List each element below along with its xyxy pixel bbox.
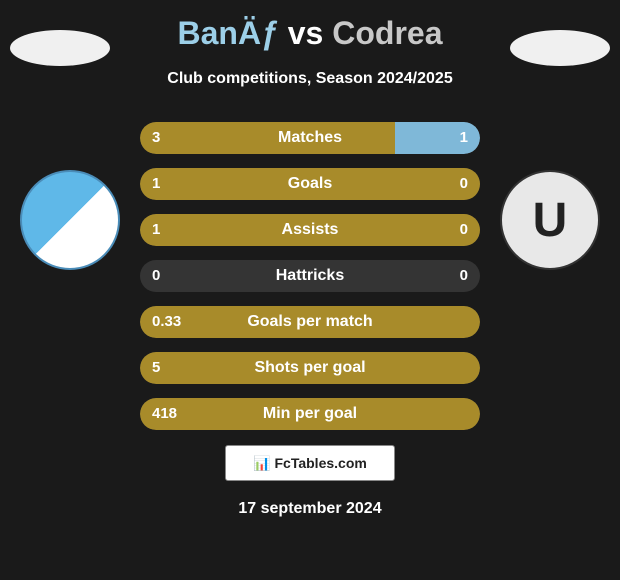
stat-row: 418Min per goal [140, 398, 480, 430]
vs-separator: vs [288, 15, 324, 51]
stat-row: 31Matches [140, 122, 480, 154]
stat-label: Goals [140, 168, 480, 200]
stat-row: 00Hattricks [140, 260, 480, 292]
site-logo: 📊 FcTables.com [225, 445, 395, 481]
player2-name: Codrea [332, 15, 442, 51]
team2-logo [500, 170, 600, 270]
stat-label: Matches [140, 122, 480, 154]
footer-date: 17 september 2024 [0, 500, 620, 518]
stat-row: 0.33Goals per match [140, 306, 480, 338]
stat-label: Shots per goal [140, 352, 480, 384]
stat-label: Goals per match [140, 306, 480, 338]
player1-name: BanÄƒ [178, 15, 279, 51]
stat-label: Min per goal [140, 398, 480, 430]
stats-panel: 31Matches 10Goals 10Assists 00Hattricks 0.33… [140, 122, 480, 444]
player1-avatar [10, 30, 110, 66]
stat-row: 10Assists [140, 214, 480, 246]
subtitle: Club competitions, Season 2024/2025 [0, 70, 620, 88]
stat-label: Assists [140, 214, 480, 246]
team1-logo [20, 170, 120, 270]
stat-row: 5Shots per goal [140, 352, 480, 384]
stat-row: 10Goals [140, 168, 480, 200]
stat-label: Hattricks [140, 260, 480, 292]
player2-avatar [510, 30, 610, 66]
